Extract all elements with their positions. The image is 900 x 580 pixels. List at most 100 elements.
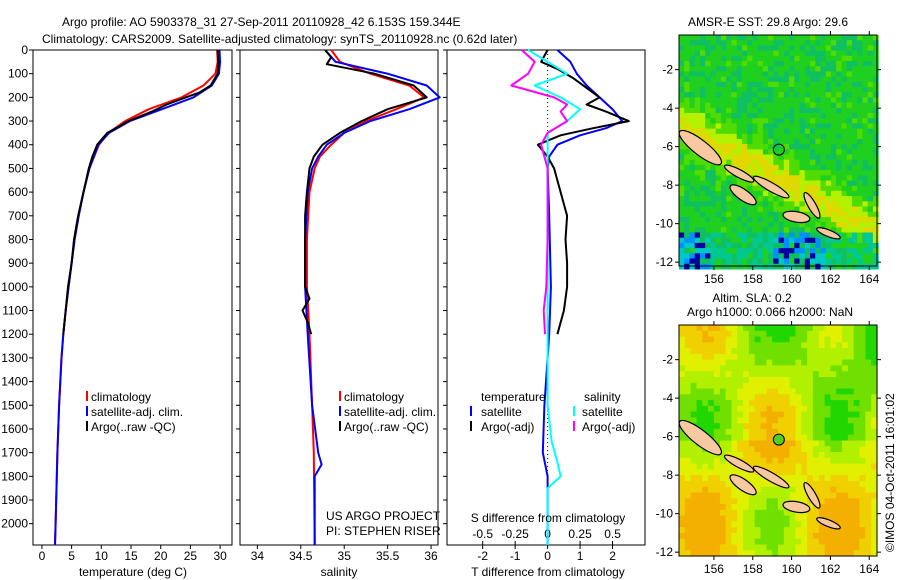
map-cell <box>719 388 727 395</box>
map-cell <box>725 469 732 476</box>
map-cell <box>789 532 796 540</box>
map-cell <box>713 504 721 511</box>
map-cell <box>720 154 727 161</box>
map-cell <box>754 480 762 488</box>
map-cell <box>836 440 843 447</box>
map-cell <box>737 371 744 378</box>
map-cell <box>702 498 709 505</box>
map-cell <box>862 50 869 57</box>
map-cell <box>871 538 878 546</box>
map-cell <box>684 480 692 488</box>
map-cell <box>842 434 849 442</box>
sst-map-title: AMSR-E SST: 29.8 Argo: 29.6 <box>688 15 848 29</box>
map-cell <box>752 144 759 150</box>
map-cell <box>772 446 779 453</box>
map-cell <box>690 532 697 540</box>
legend-label: satellite-adj. clim. <box>91 405 183 419</box>
map-cell <box>748 348 756 355</box>
map-cell <box>731 232 738 239</box>
map-cell <box>778 50 785 57</box>
map-cell <box>696 336 703 343</box>
map-cell <box>684 509 692 517</box>
map-cell <box>818 446 826 453</box>
map-cell <box>789 469 796 476</box>
map-cell <box>766 452 773 459</box>
map-cell <box>760 428 767 436</box>
map-cell <box>853 538 861 546</box>
map-cell <box>705 216 711 223</box>
map-cell <box>867 242 874 249</box>
map-cell <box>871 342 878 349</box>
map-cell <box>789 440 796 447</box>
map-cell <box>794 149 801 156</box>
map-cell <box>754 550 762 557</box>
map-cell <box>719 469 727 476</box>
map-cell <box>846 61 853 67</box>
map-cell <box>715 242 722 249</box>
map-cell <box>830 527 837 534</box>
map-cell <box>731 154 738 161</box>
map-cell <box>799 227 806 234</box>
map-cell <box>807 498 814 505</box>
map-cell <box>736 263 743 270</box>
legend-swatch-satellite <box>339 406 341 416</box>
map-cell <box>725 521 732 528</box>
map-cell <box>830 544 837 551</box>
map-cell <box>865 336 872 343</box>
map-cell <box>700 227 706 234</box>
map-cell <box>768 113 774 119</box>
map-cell <box>865 527 872 534</box>
map-cell <box>773 50 780 57</box>
map-cell <box>737 365 744 372</box>
map-cell <box>757 66 764 72</box>
map-cell <box>842 428 849 436</box>
map-cell <box>731 382 738 390</box>
map-cell <box>705 123 711 130</box>
title-line-2: Climatology: CARS2009. Satellite-adjuste… <box>42 32 517 46</box>
map-cell <box>773 66 780 72</box>
map-cell <box>720 118 727 124</box>
map-cell <box>748 532 756 540</box>
map-cell <box>778 164 785 171</box>
map-cell <box>679 175 685 182</box>
map-cell <box>731 227 738 234</box>
map-cell <box>705 97 711 104</box>
map-cell <box>867 113 874 119</box>
map-cell <box>725 475 732 482</box>
map-cell <box>853 532 861 540</box>
map-cell <box>831 45 837 52</box>
map-cell <box>694 206 701 213</box>
map-cell <box>824 325 831 332</box>
map-cell <box>743 365 750 372</box>
map-cell <box>731 544 738 551</box>
map-cell <box>865 515 872 522</box>
map-cell <box>715 190 722 197</box>
map-cell <box>778 371 785 378</box>
map-cell <box>762 227 769 234</box>
map-cell <box>684 492 692 499</box>
map-cell <box>807 371 814 378</box>
map-cell <box>726 149 732 156</box>
map-cell <box>696 371 703 378</box>
map-cell <box>820 190 827 197</box>
map-cell <box>812 440 820 447</box>
map-cell <box>804 232 811 239</box>
map-cell <box>741 61 748 67</box>
map-cell <box>737 405 744 413</box>
map-cell <box>715 45 722 52</box>
map-cell <box>867 45 874 52</box>
map-cell <box>852 50 858 57</box>
map-cell <box>824 330 831 338</box>
map-cell <box>865 504 872 511</box>
map-cell <box>830 394 837 401</box>
map-cell <box>725 411 732 418</box>
map-cell <box>736 66 743 72</box>
map-cell <box>859 515 866 522</box>
map-cell <box>768 258 774 265</box>
map-cell <box>741 55 748 62</box>
map-cell <box>810 263 816 270</box>
map-cell <box>794 133 801 140</box>
map-cell <box>689 118 696 124</box>
map-cell <box>807 336 814 343</box>
map-cell <box>736 123 743 130</box>
